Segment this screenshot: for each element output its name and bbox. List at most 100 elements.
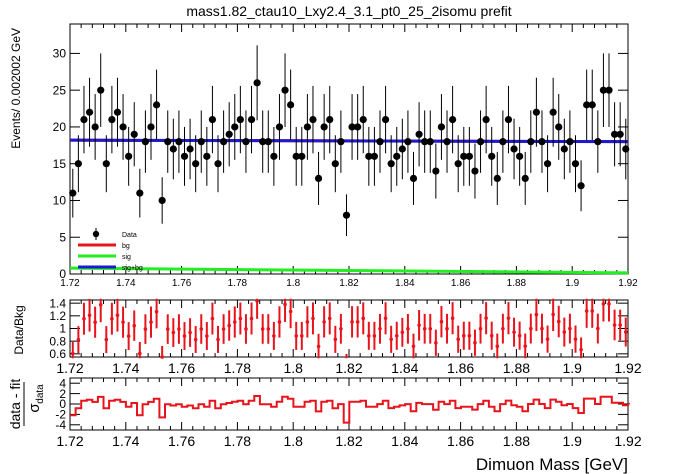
ratio-point: [607, 302, 611, 306]
y-tick-label: 2: [59, 387, 66, 401]
x-axis-label: Dimuon Mass [GeV]: [476, 455, 628, 474]
data-point: [354, 123, 362, 131]
x-tick-label: 1.74: [112, 360, 139, 376]
ratio-point: [568, 326, 572, 331]
data-point: [443, 138, 451, 146]
data-point: [164, 138, 172, 146]
main-data-points: [69, 45, 630, 236]
data-point: [259, 138, 267, 146]
data-point: [616, 130, 624, 138]
data-point: [119, 123, 127, 131]
data-point: [85, 108, 94, 116]
y-tick-label: 0.6: [49, 347, 66, 361]
pull-x-ticks: 1.72 1.74 1.76 1.78 1.8 1.82 1.84 1.86 1.88 1.9 1.…: [56, 378, 642, 449]
ratio-point: [244, 327, 248, 331]
x-tick-label: 1.72: [56, 433, 83, 449]
x-tick-label: 1.8: [283, 360, 303, 376]
data-point: [476, 138, 485, 146]
ratio-point: [484, 316, 488, 320]
y-tick-label: 10: [53, 194, 67, 208]
y-tick-label: 15: [53, 157, 67, 171]
x-tick-label: 1.82: [339, 278, 359, 289]
data-point: [342, 211, 351, 219]
ratio-point: [361, 316, 366, 321]
data-point: [577, 182, 585, 190]
ratio-point: [372, 334, 377, 338]
y-tick-label: 1: [59, 322, 66, 336]
data-point: [141, 138, 150, 146]
pull-histogram-line: [70, 395, 631, 424]
y-tick-label: 20: [53, 120, 67, 134]
ratio-point: [193, 337, 198, 342]
data-point: [610, 130, 619, 138]
data-point: [253, 79, 261, 87]
sig-line: [69, 266, 629, 275]
data-point: [314, 174, 323, 183]
data-point: [521, 174, 529, 183]
y-tick-label: 4: [59, 376, 66, 390]
ratio-point: [355, 320, 360, 324]
data-point: [97, 86, 105, 94]
ratio-point: [590, 309, 595, 313]
ratio-point: [523, 344, 528, 348]
ratio-point: [579, 347, 583, 352]
data-point: [298, 152, 306, 160]
legend-label: sig+bg: [122, 265, 143, 272]
ratio-point: [288, 309, 293, 314]
legend-label: Data: [122, 232, 137, 239]
ratio-point: [584, 309, 589, 313]
data-point: [426, 138, 434, 146]
data-point: [303, 123, 311, 131]
data-point: [594, 138, 602, 146]
data-point: [236, 115, 244, 124]
ratio-y-ticks: 0.60.811.21.4: [49, 296, 628, 361]
data-point: [136, 189, 144, 197]
ratio-point: [121, 320, 125, 324]
y-tick-label: 5: [59, 230, 66, 244]
data-point: [583, 101, 591, 109]
ratio-point: [294, 334, 299, 338]
ratio-point: [272, 334, 276, 338]
ratio-point: [612, 323, 617, 327]
data-point: [566, 138, 574, 146]
ratio-point: [411, 344, 416, 349]
data-point: [393, 152, 401, 160]
pull-y-axis-label-group: data - fit σ data: [7, 379, 46, 430]
data-point: [488, 152, 496, 160]
ratio-point: [238, 316, 243, 321]
ratio-point: [232, 320, 237, 324]
x-tick-label: 1.92: [614, 433, 641, 449]
x-tick-label: 1.84: [391, 360, 418, 376]
data-point: [158, 196, 166, 205]
x-tick-label: 1.78: [228, 278, 248, 289]
x-tick-label: 1.74: [116, 278, 136, 289]
data-point: [292, 152, 300, 160]
ratio-point: [422, 326, 427, 331]
ratio-point: [227, 323, 231, 328]
ratio-point: [478, 326, 483, 331]
data-point: [287, 101, 295, 109]
data-point: [264, 138, 272, 146]
x-tick-label: 1.78: [224, 433, 251, 449]
ratio-point: [249, 316, 254, 321]
y-tick-label: -4: [55, 418, 66, 432]
ratio-point: [199, 327, 204, 331]
data-point: [365, 152, 373, 160]
data-point: [376, 138, 384, 146]
ratio-point: [501, 326, 505, 331]
ratio-point: [327, 316, 332, 321]
pull-y-axis-sigma-subscript: data: [35, 384, 46, 404]
ratio-point: [104, 337, 109, 342]
data-point: [538, 138, 546, 146]
data-point: [192, 160, 200, 168]
x-tick-label: 1.92: [618, 278, 638, 289]
ratio-point: [98, 302, 103, 307]
ratio-point: [70, 351, 75, 356]
x-tick-label: 1.76: [172, 278, 192, 289]
ratio-y-axis-label: Data/Bkg: [12, 305, 26, 354]
ratio-point: [406, 326, 410, 331]
ratio-point: [132, 323, 137, 328]
data-point: [504, 115, 513, 124]
x-tick-label: 1.86: [451, 278, 471, 289]
